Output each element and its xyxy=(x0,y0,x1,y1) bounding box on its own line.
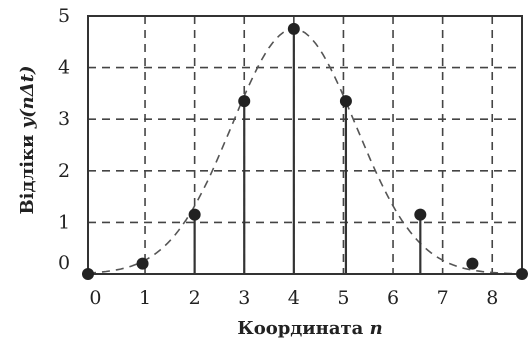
data-point-2 xyxy=(188,208,201,221)
markers xyxy=(82,22,528,280)
y-tick-label-2: 2 xyxy=(58,160,70,182)
x-tick-label-8: 8 xyxy=(486,287,498,309)
data-point-8 xyxy=(516,268,528,280)
y-axis-title-text: Відліки xyxy=(17,128,38,214)
grid xyxy=(88,16,522,274)
x-tick-label-3: 3 xyxy=(238,287,250,309)
x-tick-label-4: 4 xyxy=(288,287,300,309)
x-axis-title-text: Координата xyxy=(237,318,369,339)
data-point-3 xyxy=(238,95,251,108)
x-tick-label-5: 5 xyxy=(337,287,349,309)
plot-frame xyxy=(87,15,523,275)
y-tick-label-4: 4 xyxy=(58,57,70,79)
data-point-4 xyxy=(287,22,300,35)
y-tick-label-3: 3 xyxy=(58,108,70,130)
y-tick-label-0: 0 xyxy=(58,252,70,274)
x-tick-label-1: 1 xyxy=(139,287,151,309)
data-point-1 xyxy=(136,257,149,270)
y-tick-label-1: 1 xyxy=(58,211,70,233)
y-tick-label-5: 5 xyxy=(58,5,70,27)
data-point-7 xyxy=(466,257,479,270)
x-tick-label-7: 7 xyxy=(437,287,449,309)
x-axis-title-var: n xyxy=(370,318,383,339)
data-point-6 xyxy=(414,208,427,221)
data-point-0 xyxy=(82,268,94,280)
x-axis-title: Координата n xyxy=(237,318,382,339)
y-axis-title-var: y(nΔt) xyxy=(17,65,38,129)
y-tick-labels: 0 1 2 3 4 5 xyxy=(58,5,70,274)
stems xyxy=(193,28,422,274)
x-tick-label-6: 6 xyxy=(387,287,399,309)
y-axis-title: Відліки y(nΔt) xyxy=(17,65,38,214)
data-point-5 xyxy=(339,95,352,108)
x-tick-label-2: 2 xyxy=(189,287,201,309)
envelope-curve xyxy=(87,28,522,275)
x-tick-label-0: 0 xyxy=(89,287,101,309)
x-tick-labels: 0 1 2 3 4 5 6 7 8 xyxy=(89,287,498,309)
